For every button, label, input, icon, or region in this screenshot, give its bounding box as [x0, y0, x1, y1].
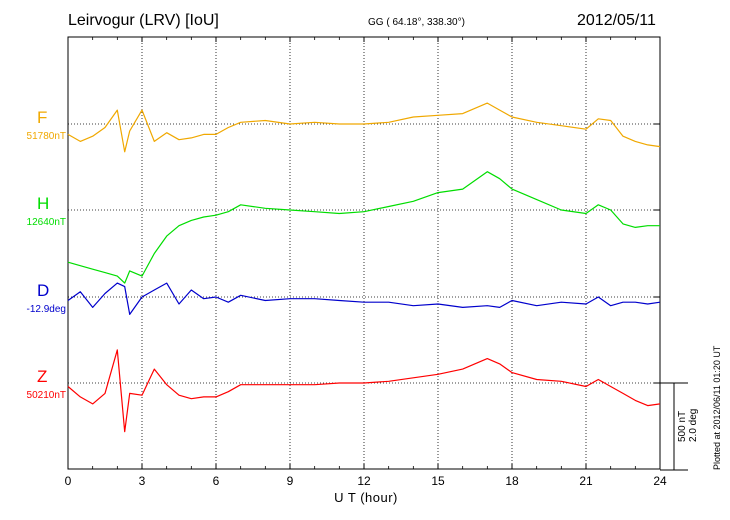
baseline-grid [68, 123, 660, 384]
scale-nt-label: 500 nT [677, 410, 688, 442]
station-coordinates: GG ( 64.18°, 338.30°) [368, 17, 465, 28]
x-tick-label-21: 21 [579, 474, 593, 488]
vertical-grid [141, 37, 587, 469]
series-z-trace [67, 349, 661, 433]
component-d-baseline-value: -12.9deg [26, 304, 66, 315]
x-tick-label-24: 24 [653, 474, 667, 488]
series-f-trace [67, 102, 661, 153]
station-title: Leirvogur (LRV) [IoU] [68, 12, 219, 29]
component-h-label: H [37, 194, 50, 213]
x-tick-label-6: 6 [212, 474, 220, 488]
component-f-baseline-value: 51780nT [26, 131, 66, 142]
component-z-baseline-value: 50210nT [26, 390, 66, 401]
component-traces [67, 102, 661, 433]
series-d-trace [67, 282, 661, 315]
plotted-timestamp: Plotted at 2012/06/11 01:20 UT [712, 345, 722, 470]
x-tick-label-18: 18 [505, 474, 519, 488]
series-h-trace [67, 171, 660, 284]
scale-deg-label: 2.0 deg [688, 408, 699, 442]
x-tick-label-12: 12 [357, 474, 371, 488]
component-h-baseline-value: 12640nT [26, 217, 66, 228]
scale-bar [660, 382, 688, 471]
x-tick-label-9: 9 [286, 474, 294, 488]
x-tick-label-3: 3 [138, 474, 146, 488]
x-tick-label-15: 15 [431, 474, 445, 488]
component-f-label: F [37, 108, 48, 127]
x-axis-ticks [67, 37, 661, 469]
plot-date: 2012/05/11 [577, 12, 656, 29]
x-tick-label-0: 0 [64, 474, 72, 488]
component-d-label: D [37, 281, 50, 300]
x-axis-label: U T (hour) [334, 490, 398, 505]
component-z-label: Z [37, 367, 48, 386]
